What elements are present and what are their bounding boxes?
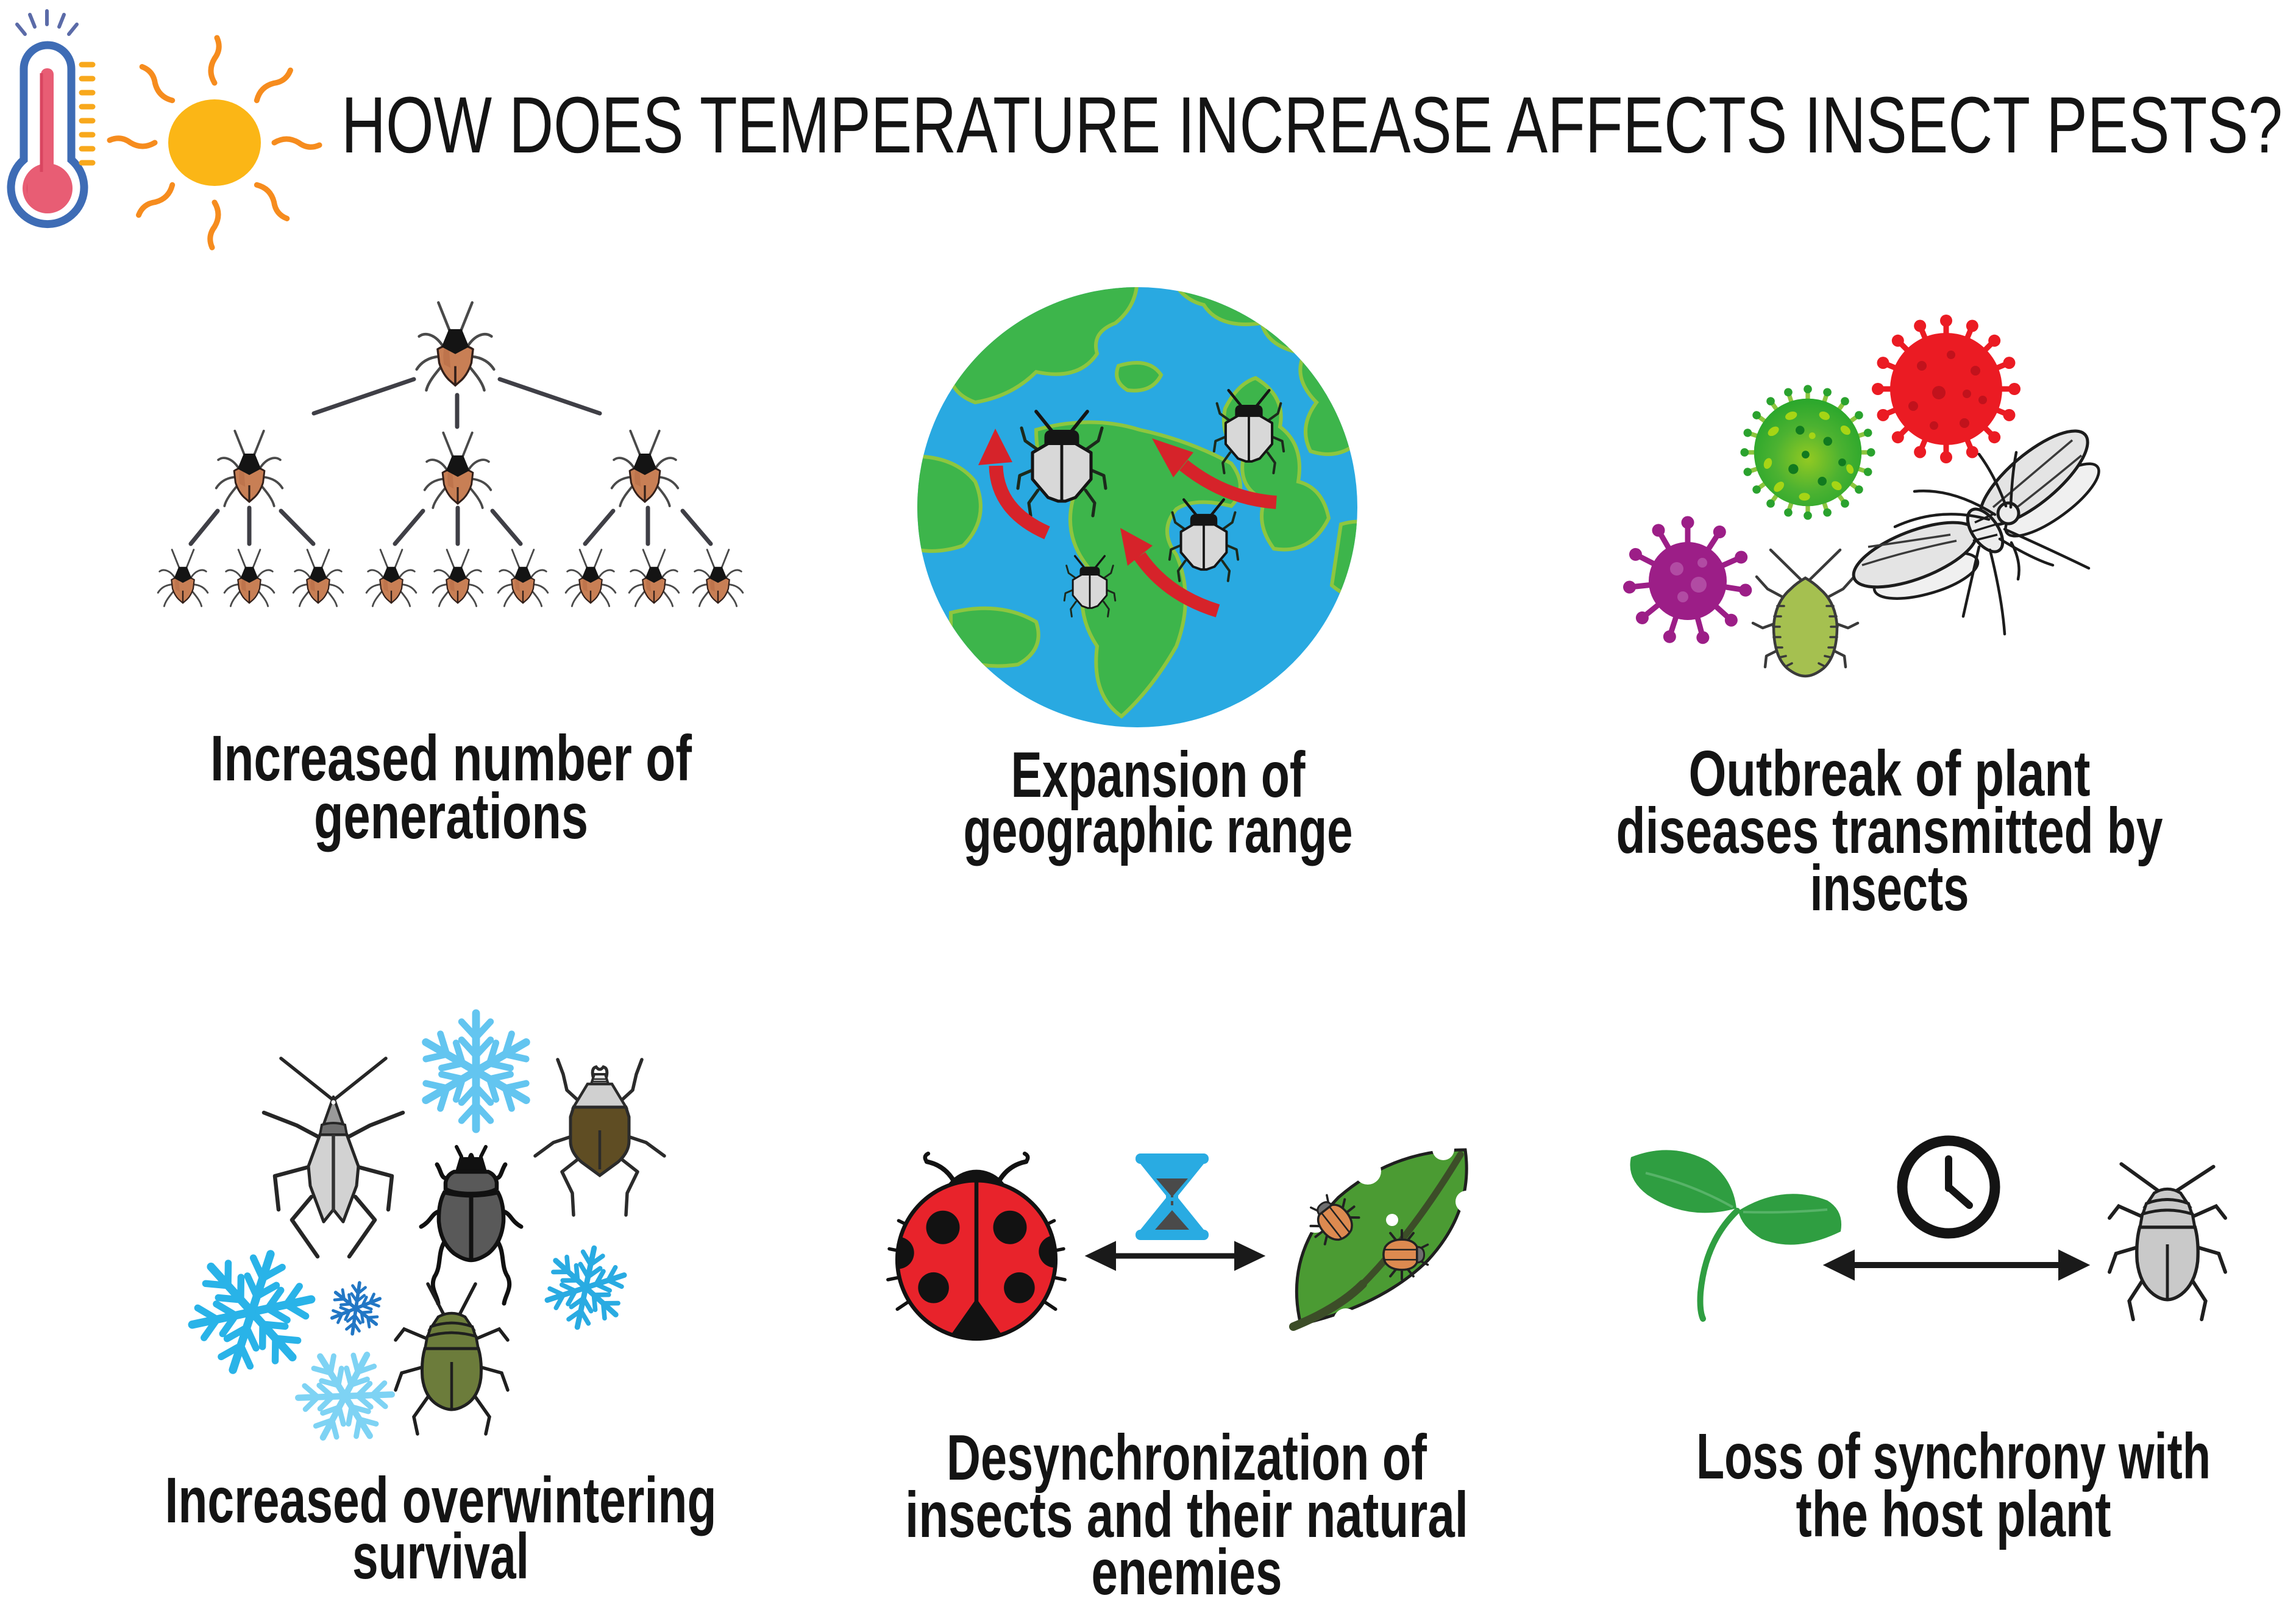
svg-text:Loss of synchrony with: Loss of synchrony with <box>1696 1421 2211 1492</box>
svg-text:geographic range: geographic range <box>964 794 1353 866</box>
svg-text:insects and their natural: insects and their natural <box>905 1479 1468 1551</box>
svg-text:insects: insects <box>1810 852 1969 924</box>
svg-text:diseases transmitted by: diseases transmitted by <box>1616 795 2163 867</box>
svg-text:Increased overwintering: Increased overwintering <box>165 1464 717 1536</box>
svg-text:survival: survival <box>352 1521 529 1592</box>
svg-text:HOW DOES TEMPERATURE INCREASE: HOW DOES TEMPERATURE INCREASE AFFECTS IN… <box>341 80 2283 169</box>
svg-text:Desynchronization of: Desynchronization of <box>947 1422 1427 1494</box>
svg-text:generations: generations <box>314 780 588 852</box>
svg-text:Expansion of: Expansion of <box>1011 739 1306 811</box>
svg-text:the host plant: the host plant <box>1796 1478 2111 1550</box>
svg-text:Outbreak of plant: Outbreak of plant <box>1689 738 2091 810</box>
svg-text:Increased number of: Increased number of <box>210 722 692 794</box>
svg-text:enemies: enemies <box>1092 1536 1282 1608</box>
